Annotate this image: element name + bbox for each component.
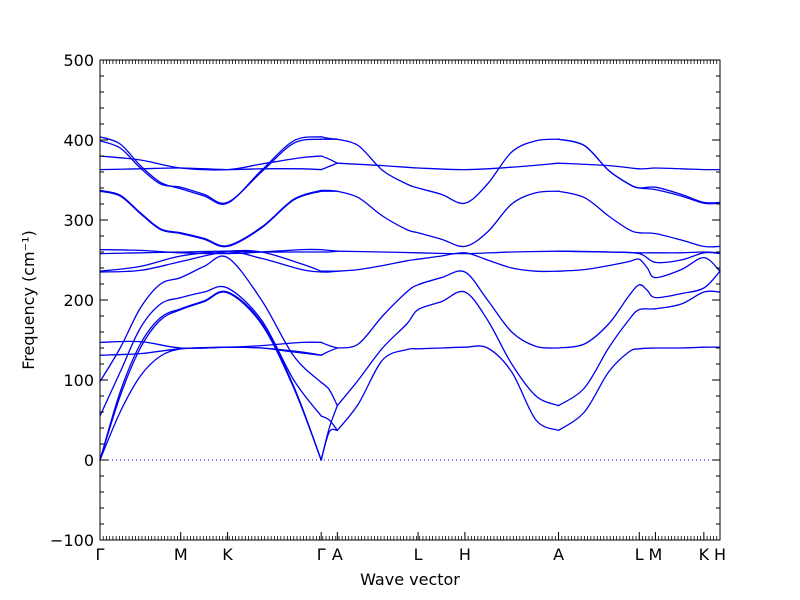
x-axis-label: Wave vector xyxy=(360,570,460,589)
phonon-branch-47 xyxy=(557,190,721,248)
phonon-branch-15 xyxy=(99,138,322,204)
phonon-branch-7 xyxy=(99,251,322,273)
phonon-branch-37 xyxy=(336,250,560,255)
y-tick-label: 0 xyxy=(84,451,94,470)
phonon-branch-43 xyxy=(557,270,721,349)
phonon-branch-4 xyxy=(99,255,322,384)
phonon-branch-16 xyxy=(99,136,322,205)
y-tick-label: 400 xyxy=(63,131,94,150)
phonon-branch-20 xyxy=(320,381,338,407)
high-symmetry-label: K xyxy=(222,545,233,564)
y-tick-label: 100 xyxy=(63,371,94,390)
phonon-branch-30 xyxy=(320,155,338,164)
y-axis-label: Frequency (cm⁻¹) xyxy=(19,230,38,369)
high-symmetry-label: M xyxy=(649,545,663,564)
phonon-branch-34 xyxy=(336,290,560,407)
plot-frame xyxy=(99,59,721,541)
high-symmetry-label: K xyxy=(699,545,710,564)
y-tick-label: 200 xyxy=(63,291,94,310)
phonon-branch-41 xyxy=(557,346,721,432)
high-symmetry-label: L xyxy=(414,545,423,564)
phonon-branch-9 xyxy=(99,250,322,255)
phonon-branch-26 xyxy=(320,248,338,252)
phonon-branch-14 xyxy=(99,155,322,171)
phonon-branch-1 xyxy=(99,291,322,461)
phonon-branch-21 xyxy=(320,347,338,356)
phonon-branch-40 xyxy=(336,138,560,205)
phonon-branch-19 xyxy=(320,415,338,432)
high-symmetry-label: M xyxy=(174,545,188,564)
phonon-branch-10 xyxy=(99,248,322,255)
phonon-branch-42 xyxy=(557,290,721,407)
phonon-branch-3 xyxy=(99,285,322,417)
high-symmetry-label: L xyxy=(635,545,644,564)
high-symmetry-label: A xyxy=(553,545,564,564)
phonon-branch-48 xyxy=(557,162,721,171)
phonon-branch-50 xyxy=(557,138,721,205)
phonon-branch-28 xyxy=(320,189,338,192)
phonon-branch-36 xyxy=(336,252,560,273)
phonon-branch-29 xyxy=(320,162,338,171)
y-tick-label: −100 xyxy=(50,531,94,550)
phonon-branch-38 xyxy=(336,190,560,248)
phonon-branch-32 xyxy=(320,136,338,140)
phonon-branch-35 xyxy=(336,270,560,349)
phonon-branch-39 xyxy=(336,162,560,171)
phonon-branch-18 xyxy=(320,404,338,461)
high-symmetry-label: Γ xyxy=(317,545,326,564)
high-symmetry-label: Γ xyxy=(96,545,105,564)
phonon-branch-33 xyxy=(336,345,560,432)
phonon-branch-12 xyxy=(99,189,322,247)
phonon-branch-6 xyxy=(99,340,322,349)
phonon-branch-22 xyxy=(320,341,338,349)
phonon-branch-17 xyxy=(320,428,338,461)
y-tick-label: 300 xyxy=(63,211,94,230)
high-symmetry-label: A xyxy=(332,545,343,564)
y-tick-label: 500 xyxy=(63,51,94,70)
phonon-branch-46 xyxy=(557,250,721,254)
high-symmetry-label: H xyxy=(459,545,471,564)
phonon-branch-49 xyxy=(557,138,721,204)
high-symmetry-label: H xyxy=(714,545,726,564)
phonon-branch-44 xyxy=(557,256,721,279)
phonon-branch-2 xyxy=(99,290,322,461)
